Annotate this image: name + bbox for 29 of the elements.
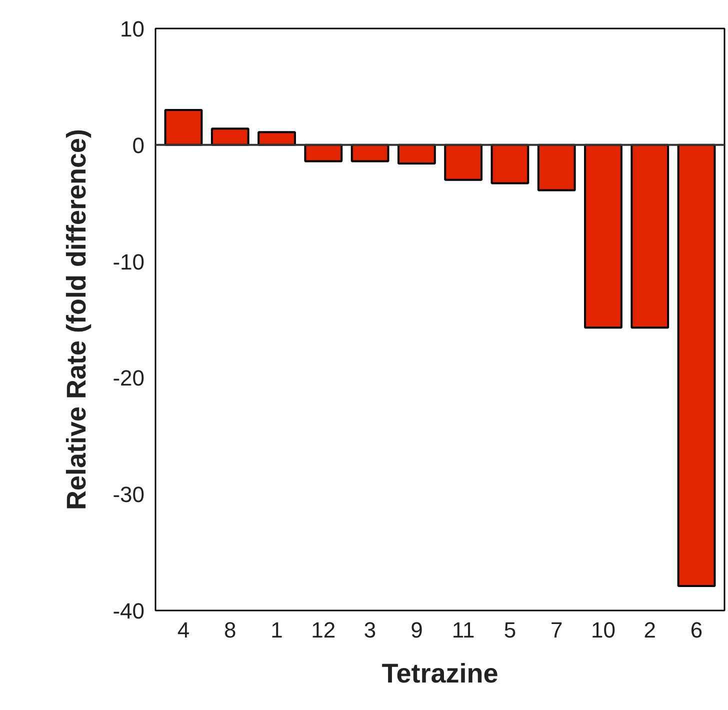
y-tick-label: -40 (112, 598, 144, 624)
bar (630, 144, 670, 329)
bar (537, 144, 576, 192)
y-tick-label: 0 (132, 132, 145, 158)
x-tick-label: 1 (270, 618, 283, 642)
x-tick-label: 9 (410, 618, 423, 642)
bar (397, 144, 436, 165)
x-tick-label: 4 (177, 618, 190, 642)
y-tick-label: 10 (120, 16, 145, 42)
y-tick-label: -30 (112, 482, 144, 508)
y-tick-label: -10 (112, 249, 144, 274)
x-tick-label: 12 (311, 618, 336, 642)
x-tick-label: 11 (452, 618, 475, 642)
x-tick-label: 5 (504, 618, 516, 642)
x-axis-title: Tetrazine (382, 658, 498, 688)
bar (490, 144, 530, 184)
bar (677, 144, 716, 588)
x-tick-label: 7 (550, 618, 563, 642)
y-tick-label: -20 (112, 366, 144, 391)
x-tick-label: 10 (591, 618, 616, 642)
bar (164, 108, 203, 146)
bar (444, 144, 483, 181)
y-axis-title: Relative Rate (fold difference) (62, 128, 92, 510)
x-tick-label: 3 (364, 618, 376, 642)
x-tick-label: 6 (690, 618, 703, 642)
x-tick-label: 2 (644, 618, 656, 642)
x-tick-label: 8 (224, 618, 236, 642)
bar (584, 144, 622, 329)
bar (210, 128, 250, 146)
